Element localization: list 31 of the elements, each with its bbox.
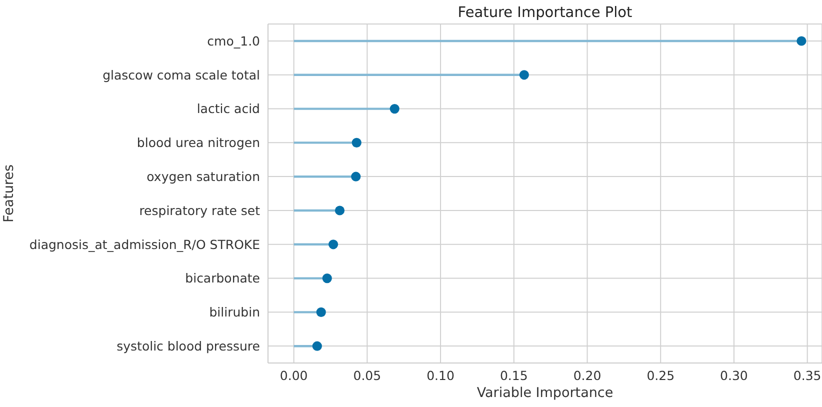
point (316, 307, 326, 317)
y-tick-label: blood urea nitrogen (136, 135, 260, 150)
y-tick-label: oxygen saturation (146, 168, 260, 184)
x-tick-label: 0.35 (793, 368, 822, 383)
point (352, 138, 362, 148)
point (796, 36, 806, 46)
x-tick-label: 0.05 (353, 368, 382, 383)
point (390, 104, 400, 114)
y-tick-label: glascow coma scale total (102, 67, 260, 82)
x-tick-label: 0.20 (573, 368, 602, 383)
x-tick-label: 0.15 (500, 368, 528, 383)
x-tick-label: 0.10 (426, 368, 454, 383)
x-tick-label: 0.30 (720, 368, 748, 383)
point (351, 172, 361, 182)
y-tick-label: cmo_1.0 (207, 33, 260, 48)
x-axis-title: Variable Importance (476, 385, 614, 401)
y-tick-label: bicarbonate (185, 270, 260, 286)
y-tick-label: systolic blood pressure (116, 338, 260, 354)
y-tick-label: lactic acid (196, 101, 260, 116)
point (334, 206, 345, 216)
y-tick-label: diagnosis_at_admission_R/O STROKE (29, 236, 260, 252)
x-tick-label: 0.25 (646, 368, 675, 383)
point (328, 240, 338, 250)
y-tick-label: respiratory rate set (139, 202, 260, 218)
y-axis-title: Features (0, 164, 17, 223)
y-tick-label: bilirubin (209, 304, 260, 320)
x-tick-label: 0.00 (280, 368, 308, 383)
chart-title: Feature Importance Plot (456, 5, 634, 21)
point (312, 341, 322, 351)
point (322, 274, 332, 284)
point (519, 70, 529, 80)
